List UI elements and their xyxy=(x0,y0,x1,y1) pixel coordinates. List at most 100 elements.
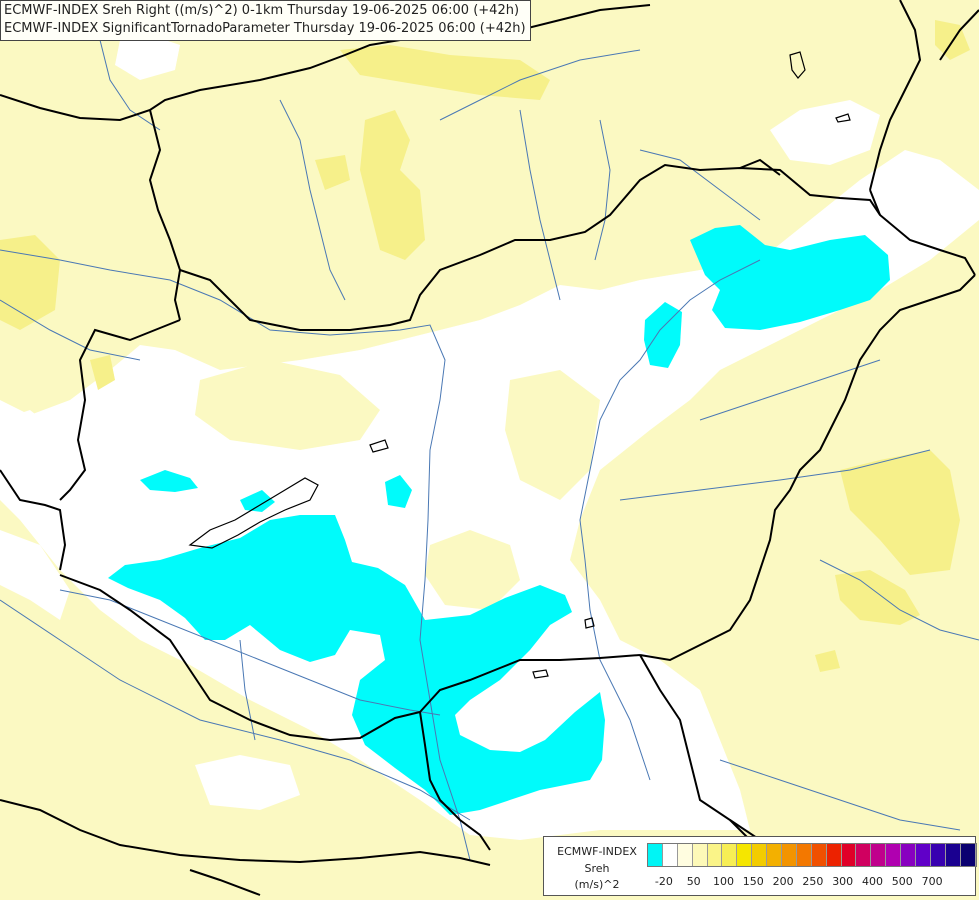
negative-area-east-small xyxy=(644,302,682,368)
higher-area-3 xyxy=(0,235,60,330)
legend-swatch xyxy=(886,844,902,866)
low-area-northeast xyxy=(770,100,880,165)
lake-small-5 xyxy=(584,617,595,629)
header-line-2: ECMWF-INDEX SignificantTornadoParameter … xyxy=(4,21,526,36)
legend-tick-label: -20 xyxy=(654,875,673,888)
lakes xyxy=(188,51,851,679)
negative-value-areas xyxy=(108,225,890,815)
legend-swatch xyxy=(930,844,946,866)
legend-swatch xyxy=(901,844,917,866)
legend-swatch xyxy=(662,844,678,866)
legend-tick-label: 50 xyxy=(686,875,701,888)
river-north-1 xyxy=(439,49,641,121)
moderate-area-3 xyxy=(425,530,520,610)
higher-value-areas xyxy=(0,20,970,672)
negative-area-main xyxy=(108,515,605,815)
border-hu-ro xyxy=(639,274,976,662)
legend-swatch xyxy=(945,844,961,866)
border-ro-md xyxy=(939,9,979,61)
river-southwest xyxy=(239,639,256,741)
legend-swatch xyxy=(916,844,931,866)
border-ro-inner xyxy=(739,158,781,176)
legend-tick-label: 700 xyxy=(921,875,943,888)
negative-area-northeast xyxy=(690,225,890,330)
legend-swatch xyxy=(677,844,693,866)
header-line-1: ECMWF-INDEX Sreh Right ((m/s)^2) 0-1km T… xyxy=(4,3,520,18)
legend-swatch xyxy=(811,844,827,866)
border-ua-ro xyxy=(869,189,881,216)
negative-area-small-center xyxy=(385,475,412,508)
border-hu-rs xyxy=(419,654,641,713)
legend-swatch xyxy=(752,844,768,866)
river-hron xyxy=(594,119,611,261)
legend-swatch xyxy=(960,844,976,866)
legend-swatches xyxy=(647,843,977,867)
border-hu-hr xyxy=(59,574,421,742)
river-somes xyxy=(699,359,881,421)
legend-tick-label: 200 xyxy=(772,875,794,888)
river-southeast xyxy=(719,759,961,831)
legend-tick-label: 100 xyxy=(713,875,734,888)
legend-swatch xyxy=(767,844,783,866)
higher-area-2 xyxy=(315,155,350,190)
low-area-southwest xyxy=(195,755,300,810)
legend-tick-label: 250 xyxy=(802,875,824,888)
higher-area-8 xyxy=(815,650,840,672)
legend-title: ECMWF-INDEX xyxy=(557,845,637,858)
legend-swatch xyxy=(796,844,812,866)
legend-swatch xyxy=(871,844,887,866)
border-hr-rs xyxy=(419,711,491,851)
legend-variable: Sreh xyxy=(584,862,610,875)
legend-swatch xyxy=(737,844,753,866)
low-area-north xyxy=(115,35,180,80)
river-morava xyxy=(279,99,346,301)
lake-small-1 xyxy=(369,439,389,453)
higher-area-1 xyxy=(360,110,425,260)
color-legend: ECMWF-INDEX Sreh (m/s)^2 -20 50 100 150 200 2… xyxy=(543,836,977,896)
higher-area-6 xyxy=(340,45,550,100)
lake-small-4 xyxy=(532,669,549,679)
map-header: ECMWF-INDEX Sreh Right ((m/s)^2) 0-1km T… xyxy=(0,0,531,41)
legend-swatch xyxy=(722,844,738,866)
river-mures xyxy=(619,449,931,501)
legend-swatch xyxy=(841,844,857,866)
negative-area-small-west xyxy=(140,470,198,492)
lake-small-3 xyxy=(789,51,806,79)
higher-area-7 xyxy=(90,355,115,390)
legend-swatch xyxy=(782,844,797,866)
moderate-area-2 xyxy=(505,370,600,500)
legend-tick-label: 300 xyxy=(832,875,854,888)
moderate-area-1 xyxy=(195,360,380,450)
legend-tick-label: 400 xyxy=(862,875,883,888)
border-hu-at xyxy=(59,319,181,501)
river-west-1 xyxy=(0,299,141,361)
river-tisza xyxy=(579,259,761,781)
legend-swatch xyxy=(648,844,663,866)
border-at-si-hr xyxy=(0,469,67,571)
moderate-areas xyxy=(195,360,770,640)
negative-area-small-north xyxy=(240,490,275,512)
legend-tick-label: 150 xyxy=(742,875,764,888)
low-area-coast xyxy=(0,530,70,620)
legend-tick-label: 500 xyxy=(891,875,913,888)
lake-balaton xyxy=(188,477,319,549)
border-hu-sk xyxy=(179,163,976,331)
border-south-ba xyxy=(189,869,261,896)
legend-swatch xyxy=(856,844,872,866)
moderate-area-4 xyxy=(595,470,770,640)
river-east xyxy=(819,559,979,641)
border-hr-ba xyxy=(0,799,491,866)
higher-area-5 xyxy=(835,570,920,625)
river-north-2 xyxy=(639,149,761,221)
river-vah xyxy=(519,109,561,301)
lake-small-2 xyxy=(835,113,851,123)
border-at-sk-cz xyxy=(148,109,182,321)
river-sava xyxy=(0,599,471,821)
legend-unit: (m/s)^2 xyxy=(574,878,620,891)
legend-swatch xyxy=(692,844,708,866)
border-pl-ua xyxy=(869,0,922,191)
higher-area-4 xyxy=(840,450,960,575)
